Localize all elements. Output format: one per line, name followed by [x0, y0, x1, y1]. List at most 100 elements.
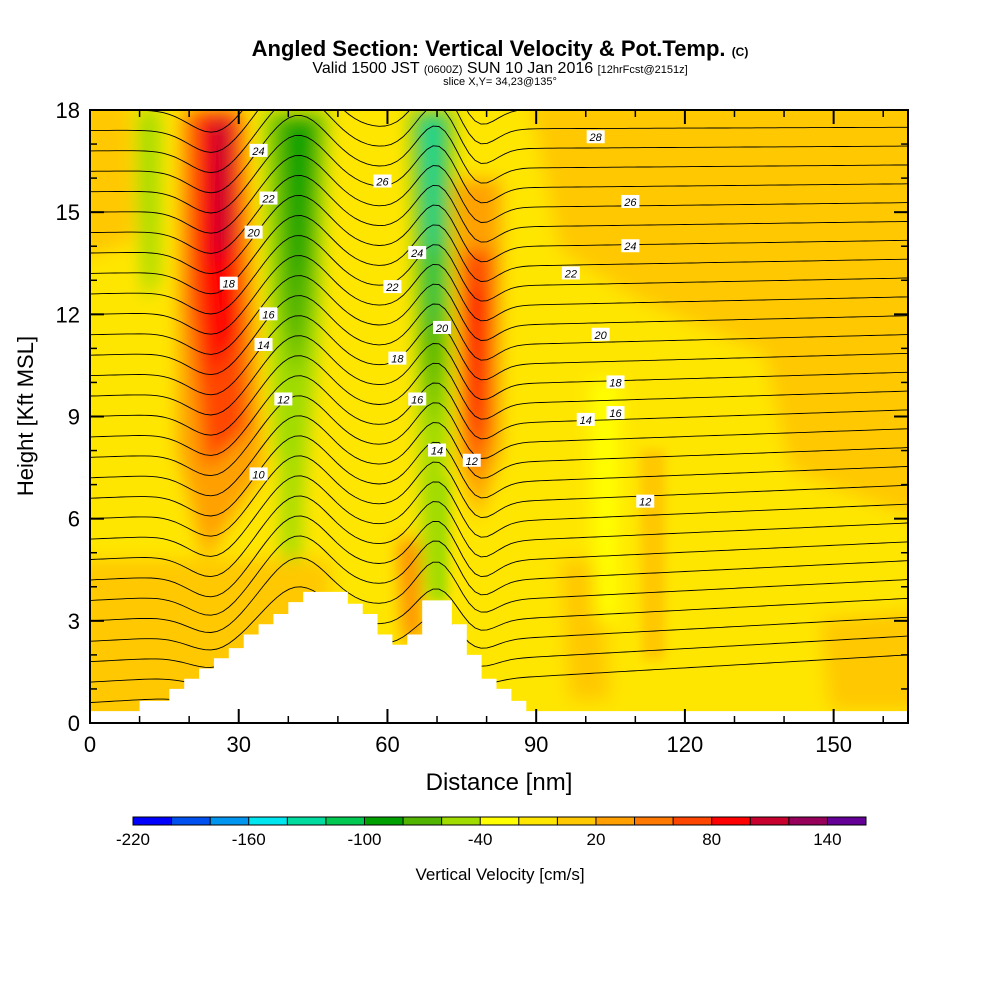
isotherm-line	[90, 135, 908, 214]
colorbar-swatch	[673, 817, 713, 825]
isotherm-label-bg	[432, 320, 451, 334]
isotherm-label: 26	[375, 177, 389, 189]
x-tick-label: 30	[226, 732, 250, 757]
isotherm-line	[90, 435, 908, 517]
isotherm-label: 18	[609, 377, 622, 389]
isotherm-label: 24	[410, 248, 423, 260]
isotherm-labels: 24 22 20 18 16 14 12 10 26 24 22 18 16 20 14 12 28 26 24 22…	[219, 130, 655, 509]
isotherm-label-bg	[606, 375, 625, 389]
x-tick-label: 60	[375, 732, 399, 757]
y-tick-label: 12	[56, 302, 80, 327]
isotherm-line	[90, 155, 908, 234]
y-tick-label: 0	[68, 711, 80, 736]
isotherm-line	[90, 395, 908, 477]
colorbar-swatch	[557, 817, 597, 825]
isotherm-label-bg	[586, 130, 605, 144]
colorbar-swatch	[171, 817, 211, 825]
isotherm-line	[90, 110, 908, 174]
colorbar-swatch	[210, 817, 250, 825]
isotherm-label: 12	[277, 394, 289, 406]
isotherm-label: 12	[639, 497, 651, 509]
isotherm-label: 28	[589, 132, 603, 144]
isotherm-line	[90, 415, 908, 497]
isotherm-label: 22	[261, 194, 274, 206]
colorbar-tick-label: 80	[702, 830, 721, 849]
isotherm-label-bg	[606, 406, 625, 420]
isotherm-line	[90, 586, 908, 651]
colorbar-swatch	[133, 817, 172, 825]
colorbar-swatch	[827, 817, 867, 825]
x-axis: 0 30 60 90 120 150	[84, 110, 884, 757]
isotherm-label: 26	[623, 197, 637, 209]
isotherm-line	[90, 475, 908, 557]
x-axis-label: Distance [nm]	[426, 769, 573, 796]
colorbar-tick-label: -160	[232, 830, 266, 849]
colorbar-tick-label: -220	[116, 830, 150, 849]
isotherm-label-bg	[274, 392, 293, 406]
x-tick-label: 120	[667, 732, 704, 757]
isotherm-label: 24	[251, 146, 264, 158]
isotherm-label-bg	[462, 453, 481, 467]
y-tick-label: 15	[56, 200, 80, 225]
colorbar-swatch	[634, 817, 674, 825]
isotherm-line	[90, 355, 908, 436]
isotherm-lines	[90, 110, 908, 704]
isotherm-label-bg	[383, 280, 402, 294]
isotherm-label: 24	[623, 241, 636, 253]
isotherm-label: 22	[385, 282, 398, 294]
isotherm-label: 14	[257, 340, 269, 352]
isotherm-label-bg	[249, 143, 268, 157]
isotherm-line	[90, 375, 908, 456]
isotherm-label-bg	[408, 246, 427, 260]
slice-info: slice X,Y= 34,23@135°	[443, 76, 557, 88]
x-tick-label: 90	[524, 732, 548, 757]
colorbar-label: Vertical Velocity [cm/s]	[415, 865, 584, 884]
y-tick-label: 6	[68, 507, 80, 532]
colorbar-swatch	[711, 817, 751, 825]
colorbar-ticks: -220 -160 -100 -40 20 80 140	[116, 830, 842, 849]
colorbar-tick-label: 140	[813, 830, 841, 849]
isotherm-label: 22	[564, 268, 577, 280]
isotherm-label-bg	[219, 276, 238, 290]
isotherm-label: 16	[262, 309, 275, 321]
isotherm-label: 20	[435, 323, 449, 335]
isotherm-label: 14	[580, 415, 592, 427]
isotherm-label-bg	[428, 443, 447, 457]
x-tick-label: 150	[815, 732, 852, 757]
isotherm-label-bg	[259, 191, 278, 205]
colorbar-tick-label: 20	[586, 830, 605, 849]
isotherm-line	[90, 110, 527, 133]
isotherm-line	[90, 275, 908, 355]
colorbar-swatch	[403, 817, 443, 825]
y-tick-label: 18	[56, 98, 80, 123]
colorbar-swatch	[248, 817, 288, 825]
isotherm-line	[90, 235, 908, 315]
isotherm-label-bg	[408, 392, 427, 406]
terrain-mask	[90, 591, 908, 723]
isotherm-label-bg	[591, 327, 610, 341]
isotherm-label-bg	[388, 351, 407, 365]
isotherm-label: 20	[246, 228, 260, 240]
isotherm-line	[90, 455, 908, 537]
colorbar-swatch	[788, 817, 828, 825]
isotherm-line	[90, 195, 908, 275]
colorbar-swatch	[441, 817, 481, 825]
isotherm-line	[90, 175, 908, 254]
colorbar-swatch	[480, 817, 520, 825]
colorbar-swatch	[595, 817, 635, 825]
isotherm-label-bg	[621, 239, 640, 253]
isotherm-label-bg	[636, 494, 655, 508]
isotherm-line	[90, 255, 908, 335]
title-unit: (C)	[731, 45, 749, 59]
y-tick-label: 9	[68, 405, 80, 430]
colorbar-tick-label: -40	[468, 830, 493, 849]
colorbar-swatch	[287, 817, 327, 825]
isotherm-line	[90, 535, 908, 616]
isotherm-label-bg	[254, 337, 273, 351]
isotherm-line	[90, 215, 908, 295]
chart-subtitle: Valid 1500 JST (0600Z) SUN 10 Jan 2016 […	[312, 60, 688, 77]
isotherm-line	[90, 335, 908, 416]
isotherm-line	[90, 110, 908, 153]
y-tick-label: 3	[68, 609, 80, 634]
colorbar	[132, 816, 867, 826]
